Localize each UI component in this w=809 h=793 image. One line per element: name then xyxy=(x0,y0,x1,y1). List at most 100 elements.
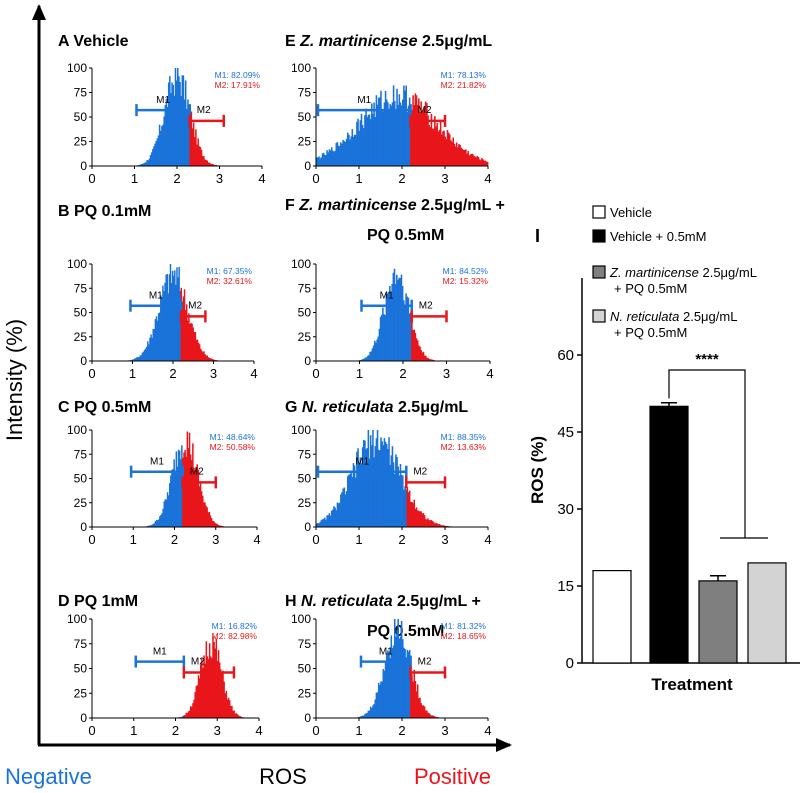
histogram-bin xyxy=(422,109,425,166)
histogram-bin xyxy=(157,313,160,361)
panel-title-e: E Z. martinicense 2.5μg/mL xyxy=(285,33,492,50)
histogram-bin xyxy=(194,331,197,361)
x-tick-label: 0 xyxy=(88,723,95,738)
histogram-bin xyxy=(166,492,169,527)
histogram-bin xyxy=(191,323,193,361)
histogram-bin xyxy=(419,111,421,166)
m1-gate-label: M1 xyxy=(153,647,167,658)
histogram-bin xyxy=(175,451,178,527)
histogram-bin xyxy=(148,344,150,361)
histogram-bin xyxy=(191,128,194,166)
histogram-bin xyxy=(350,471,352,527)
histogram-bin xyxy=(391,648,394,718)
histogram-bin xyxy=(225,690,228,718)
histogram-bin xyxy=(177,277,179,361)
histogram-bin xyxy=(370,351,373,361)
histogram-bin xyxy=(387,291,390,361)
histogram-bin xyxy=(200,348,202,361)
legend-label-line2: + PQ 0.5mM xyxy=(614,281,687,296)
histogram-bin xyxy=(373,704,375,718)
histogram-bin xyxy=(451,141,453,166)
histogram-bin xyxy=(204,663,206,718)
y-tick-label: 25 xyxy=(74,686,88,700)
histogram-bin xyxy=(189,706,192,718)
histogram-bin xyxy=(179,81,181,166)
histogram-bin xyxy=(144,348,147,361)
histogram-bin xyxy=(160,130,162,166)
histogram-bin xyxy=(363,128,365,166)
histogram-bin xyxy=(316,523,318,527)
histogram-bin xyxy=(209,163,212,166)
histogram-bin xyxy=(211,658,213,718)
histogram-bin xyxy=(429,520,432,527)
histogram-bin xyxy=(421,513,424,527)
histogram-bin xyxy=(384,661,387,718)
histogram-bin xyxy=(380,437,382,527)
histogram-bin xyxy=(224,693,226,718)
histogram-bin xyxy=(235,713,238,718)
histogram-bin xyxy=(382,307,384,361)
histogram-panel-b: B PQ 0.1mM 0 25 50 75 100 0 1 2 3 4 M1 M2 M1: 67.35%M… xyxy=(58,203,258,381)
histogram-bin xyxy=(321,519,324,527)
histogram-bin xyxy=(388,651,390,718)
positive-label: Positive xyxy=(414,764,491,789)
histogram-bin xyxy=(407,651,410,718)
histogram-bin xyxy=(354,477,357,527)
histogram-bin xyxy=(418,510,420,527)
histogram-bin xyxy=(152,328,154,361)
x-tick-label: 2 xyxy=(171,532,178,547)
histogram-bin xyxy=(436,123,438,166)
histogram-bin xyxy=(234,713,237,718)
histogram-bin xyxy=(383,314,385,361)
histogram-bin xyxy=(402,99,404,166)
histogram-bin xyxy=(485,161,488,166)
histogram-bin xyxy=(332,509,334,527)
histogram-bin xyxy=(396,630,398,718)
histogram-bin xyxy=(150,334,152,361)
histogram-bin xyxy=(208,357,211,361)
histogram-bin xyxy=(407,492,410,527)
histogram-bin xyxy=(145,162,147,166)
histogram-bin xyxy=(470,154,473,166)
histogram-bin xyxy=(390,292,392,361)
histogram-bin xyxy=(399,102,402,166)
histogram-bin xyxy=(335,142,338,166)
histogram-bin xyxy=(377,682,380,718)
histogram-bin xyxy=(207,659,210,718)
x-tick-label: 1 xyxy=(356,366,363,381)
histogram-bin xyxy=(192,122,195,166)
histogram-bin xyxy=(149,155,152,166)
histogram-bin xyxy=(322,518,325,527)
histogram-bin xyxy=(206,507,208,527)
y-tick-label: 25 xyxy=(74,330,88,344)
histogram-bin xyxy=(150,525,152,527)
histogram-bin xyxy=(238,716,241,718)
histogram-bin xyxy=(368,355,370,361)
histogram-bin xyxy=(424,101,427,166)
histogram-bin xyxy=(163,116,165,166)
histogram-bin xyxy=(414,681,417,718)
histogram-bin xyxy=(403,85,405,166)
histogram-bin xyxy=(364,115,366,166)
histogram-bin xyxy=(200,149,203,166)
histogram-bin xyxy=(351,476,354,527)
panel-letter: C xyxy=(58,399,70,416)
y-tick-label: 100 xyxy=(67,423,87,437)
histogram-bin xyxy=(384,441,387,527)
histogram-bin xyxy=(462,149,465,166)
histogram-bin xyxy=(380,90,382,166)
legend-label-line2: + PQ 0.5mM xyxy=(614,325,687,340)
histogram-bin xyxy=(198,678,201,718)
histogram-bin xyxy=(322,152,325,166)
histogram-bin xyxy=(161,126,163,166)
histogram-bin xyxy=(191,707,193,718)
histogram-bin xyxy=(371,103,373,166)
m2-gate-label: M2 xyxy=(197,105,211,116)
histogram-bin xyxy=(179,290,181,361)
histogram-bin xyxy=(432,522,435,527)
histogram-bin xyxy=(383,670,386,718)
histogram-bin xyxy=(374,699,377,718)
histogram-bin xyxy=(405,489,407,527)
histogram-bin xyxy=(473,155,475,166)
histogram-bins xyxy=(316,430,453,527)
